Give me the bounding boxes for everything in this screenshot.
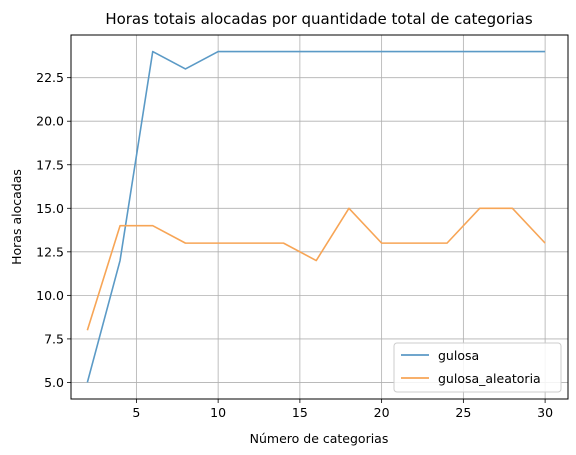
y-axis-label: Horas alocadas bbox=[9, 169, 24, 265]
y-tick-label: 7.5 bbox=[44, 331, 64, 346]
x-tick-label: 5 bbox=[132, 405, 140, 420]
y-tick-label: 17.5 bbox=[36, 157, 64, 172]
grid bbox=[71, 35, 568, 399]
y-tick-label: 5.0 bbox=[44, 375, 64, 390]
series-lines bbox=[86, 50, 546, 383]
x-tick-label: 20 bbox=[374, 405, 390, 420]
y-tick-label: 22.5 bbox=[36, 70, 64, 85]
x-tick-label: 30 bbox=[537, 405, 553, 420]
y-tick-label: 10.0 bbox=[36, 288, 64, 303]
x-tick-label: 10 bbox=[210, 405, 226, 420]
chart-title: Horas totais alocadas por quantidade tot… bbox=[105, 10, 533, 28]
legend-label-gulosa: gulosa bbox=[438, 348, 479, 363]
series-line-gulosa bbox=[86, 50, 546, 383]
y-axis: 5.0 7.5 10.0 12.5 15.0 17.5 20.0 22.5 bbox=[36, 70, 71, 390]
x-tick-label: 15 bbox=[292, 405, 308, 420]
x-axis: 5 10 15 20 25 30 bbox=[132, 399, 553, 420]
series-line-gulosa-aleatoria bbox=[86, 207, 546, 331]
plot-frame bbox=[70, 34, 569, 400]
x-axis-label: Número de categorias bbox=[250, 431, 389, 446]
y-tick-label: 15.0 bbox=[36, 201, 64, 216]
y-tick-label: 20.0 bbox=[36, 114, 64, 129]
legend-box bbox=[393, 342, 562, 393]
legend-label-gulosa-aleatoria: gulosa_aleatoria bbox=[438, 371, 541, 386]
x-tick-label: 25 bbox=[455, 405, 471, 420]
legend: gulosa gulosa_aleatoria bbox=[393, 342, 562, 393]
y-tick-label: 12.5 bbox=[36, 244, 64, 259]
